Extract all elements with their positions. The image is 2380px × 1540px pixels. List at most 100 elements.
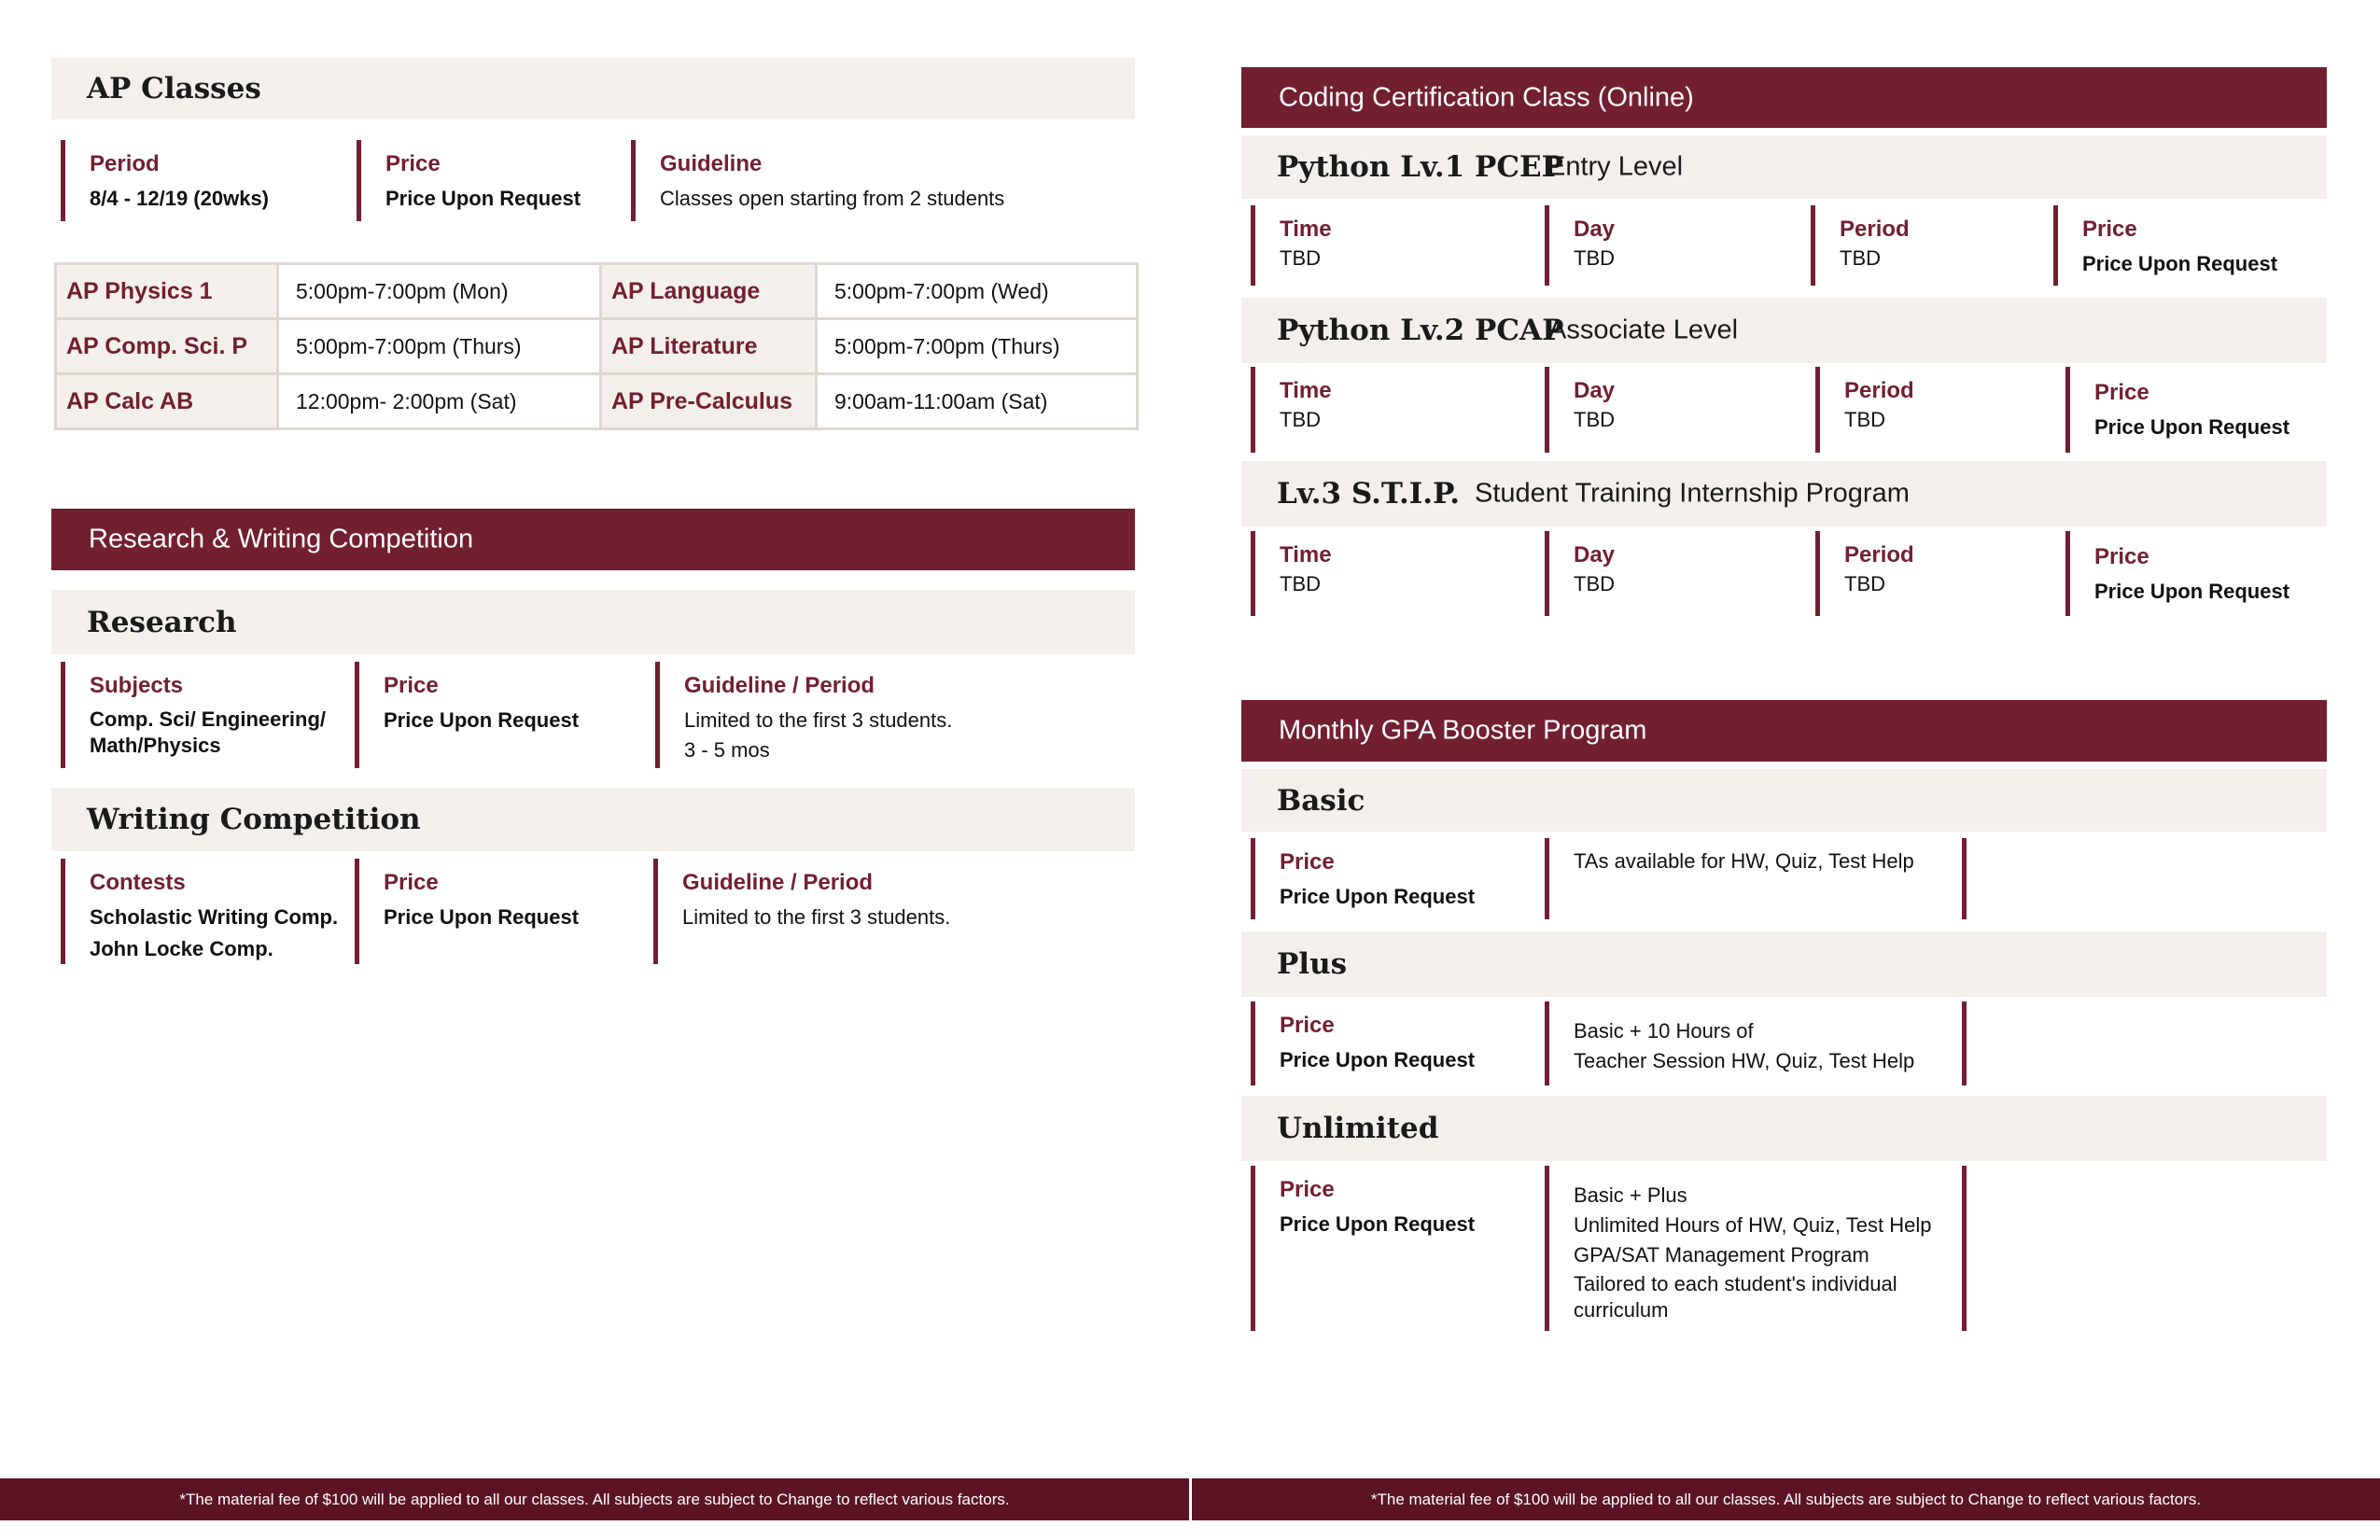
banner-title: Coding Certification Class (Online) — [1279, 82, 1694, 112]
value: TBD — [1844, 572, 1885, 595]
course-name: AP Literature — [599, 317, 818, 375]
value: Limited to the first 3 students. — [682, 905, 951, 929]
banner-title: Research & Writing Competition — [89, 524, 474, 554]
level-2-period: Period TBD — [1815, 367, 2058, 453]
label: Price — [1280, 1177, 1335, 1202]
table-row: AP Comp. Sci. P 5:00pm-7:00pm (Thurs) AP L… — [54, 317, 1139, 375]
plan-plus-header: Plus — [1241, 931, 2327, 997]
table-row: AP Physics 1 5:00pm-7:00pm (Mon) AP Langua… — [54, 262, 1139, 320]
value: TBD — [1280, 572, 1321, 595]
course-name: AP Comp. Sci. P — [54, 317, 279, 375]
value: Price Upon Request — [2094, 580, 2290, 603]
ap-guideline: Guideline Classes open starting from 2 st… — [631, 140, 1116, 221]
label: Time — [1280, 217, 1332, 242]
label: Price — [2094, 544, 2149, 569]
label: Day — [1574, 378, 1616, 403]
value: Comp. Sci/ Engineering/ — [90, 707, 327, 731]
value: TAs available for HW, Quiz, Test Help — [1574, 849, 1914, 873]
research-subjects: Subjects Comp. Sci/ Engineering/Math/Phys… — [61, 662, 350, 768]
plan-unlimited-description: Basic + Plus Unlimited Hours of HW, Quiz… — [1545, 1166, 1967, 1331]
value: TBD — [1280, 408, 1321, 431]
plan-title: Unlimited — [1277, 1112, 1439, 1145]
level-1-period: Period TBD — [1811, 205, 2044, 286]
course-name: AP Physics 1 — [54, 262, 279, 320]
level-3-price: Price Price Upon Request — [2065, 531, 2327, 616]
label: Period — [90, 151, 160, 176]
ap-classes-header: AP Classes — [51, 58, 1135, 119]
coding-banner: Coding Certification Class (Online) — [1241, 67, 2327, 128]
level-3-period: Period TBD — [1815, 531, 2058, 616]
footer-right: *The material fee of $100 will be applie… — [1192, 1478, 2380, 1520]
value: Price Upon Request — [1280, 1212, 1476, 1236]
value: TBD — [1574, 572, 1615, 595]
plan-title: Plus — [1277, 947, 1348, 981]
value: Basic + 10 Hours of — [1574, 1019, 1754, 1043]
label: Price — [1280, 849, 1335, 875]
level-2-price: Price Price Upon Request — [2065, 367, 2327, 453]
plan-plus-description: Basic + 10 Hours of Teacher Session HW, Q… — [1545, 1001, 1967, 1085]
value: Price Upon Request — [384, 905, 580, 929]
value: Scholastic Writing Comp. — [90, 905, 339, 929]
label: Price — [1280, 1013, 1335, 1038]
value: TBD — [1844, 408, 1885, 431]
value: 3 - 5 mos — [684, 738, 770, 762]
research-header: Research — [51, 590, 1135, 654]
value: Price Upon Request — [2094, 415, 2290, 439]
footer-note: *The material fee of $100 will be applie… — [179, 1490, 1010, 1508]
course-time: 5:00pm-7:00pm (Mon) — [276, 262, 602, 320]
value: Price Upon Request — [1280, 885, 1476, 908]
label: Time — [1280, 378, 1332, 403]
value: Classes open starting from 2 students — [660, 187, 1005, 210]
value: TBD — [1840, 246, 1881, 270]
value: Price Upon Request — [2082, 252, 2278, 275]
section-title: Research — [87, 605, 237, 639]
level-1-header: Python Lv.1 PCEP Entry Level — [1241, 135, 2327, 199]
label: Period — [1844, 378, 1914, 403]
level-1-price: Price Price Upon Request — [2053, 205, 2324, 286]
course-time: 9:00am-11:00am (Sat) — [815, 372, 1139, 430]
label: Contests — [90, 870, 186, 895]
value: Limited to the first 3 students. — [684, 708, 953, 732]
writing-price: Price Price Upon Request — [355, 859, 644, 964]
plan-plus-price: Price Price Upon Request — [1251, 1001, 1540, 1085]
course-name: AP Language — [599, 262, 818, 320]
value: 8/4 - 12/19 (20wks) — [90, 187, 270, 210]
plan-unlimited-header: Unlimited — [1241, 1096, 2327, 1161]
research-writing-banner: Research & Writing Competition — [51, 509, 1135, 570]
level-2-day: Day TBD — [1545, 367, 1806, 453]
gpa-banner: Monthly GPA Booster Program — [1241, 700, 2327, 762]
footer-left: *The material fee of $100 will be applie… — [0, 1478, 1189, 1520]
value: TBD — [1574, 246, 1615, 270]
label: Guideline / Period — [682, 870, 874, 895]
course-time: 5:00pm-7:00pm (Thurs) — [276, 317, 602, 375]
plan-basic-header: Basic — [1241, 769, 2327, 832]
course-time: 12:00pm- 2:00pm (Sat) — [276, 372, 602, 430]
value: John Locke Comp. — [90, 937, 273, 960]
level-3-header: Lv.3 S.T.I.P. Student Training Internship… — [1241, 461, 2327, 526]
research-price: Price Price Upon Request — [355, 662, 644, 768]
label: Price — [2082, 217, 2137, 242]
label: Price — [2094, 380, 2149, 405]
writing-header: Writing Competition — [51, 788, 1135, 851]
section-title: Writing Competition — [87, 803, 421, 836]
value: Price Upon Request — [385, 187, 581, 210]
level-1-day: Day TBD — [1545, 205, 1806, 286]
level-3-day: Day TBD — [1545, 531, 1806, 616]
ap-price: Price Price Upon Request — [357, 140, 627, 221]
plan-basic-price: Price Price Upon Request — [1251, 838, 1540, 919]
label: Price — [385, 151, 441, 176]
label: Day — [1574, 542, 1616, 567]
ap-period: Period 8/4 - 12/19 (20wks) — [61, 140, 341, 221]
section-title: AP Classes — [87, 72, 261, 105]
level-subtitle: Student Training Internship Program — [1475, 478, 1910, 509]
table-row: AP Calc AB 12:00pm- 2:00pm (Sat) AP Pre-Ca… — [54, 372, 1139, 430]
level-2-time: Time TBD — [1251, 367, 1531, 453]
value: Basic + Plus — [1574, 1183, 1687, 1207]
ap-schedule-table: AP Physics 1 5:00pm-7:00pm (Mon) AP Langua… — [54, 262, 1139, 430]
value: GPA/SAT Management Program — [1574, 1243, 1869, 1267]
course-time: 5:00pm-7:00pm (Wed) — [815, 262, 1139, 320]
label: Time — [1280, 542, 1332, 567]
value: Unlimited Hours of HW, Quiz, Test Help — [1574, 1213, 1932, 1237]
label: Subjects — [90, 673, 184, 698]
value: TBD — [1574, 408, 1615, 431]
